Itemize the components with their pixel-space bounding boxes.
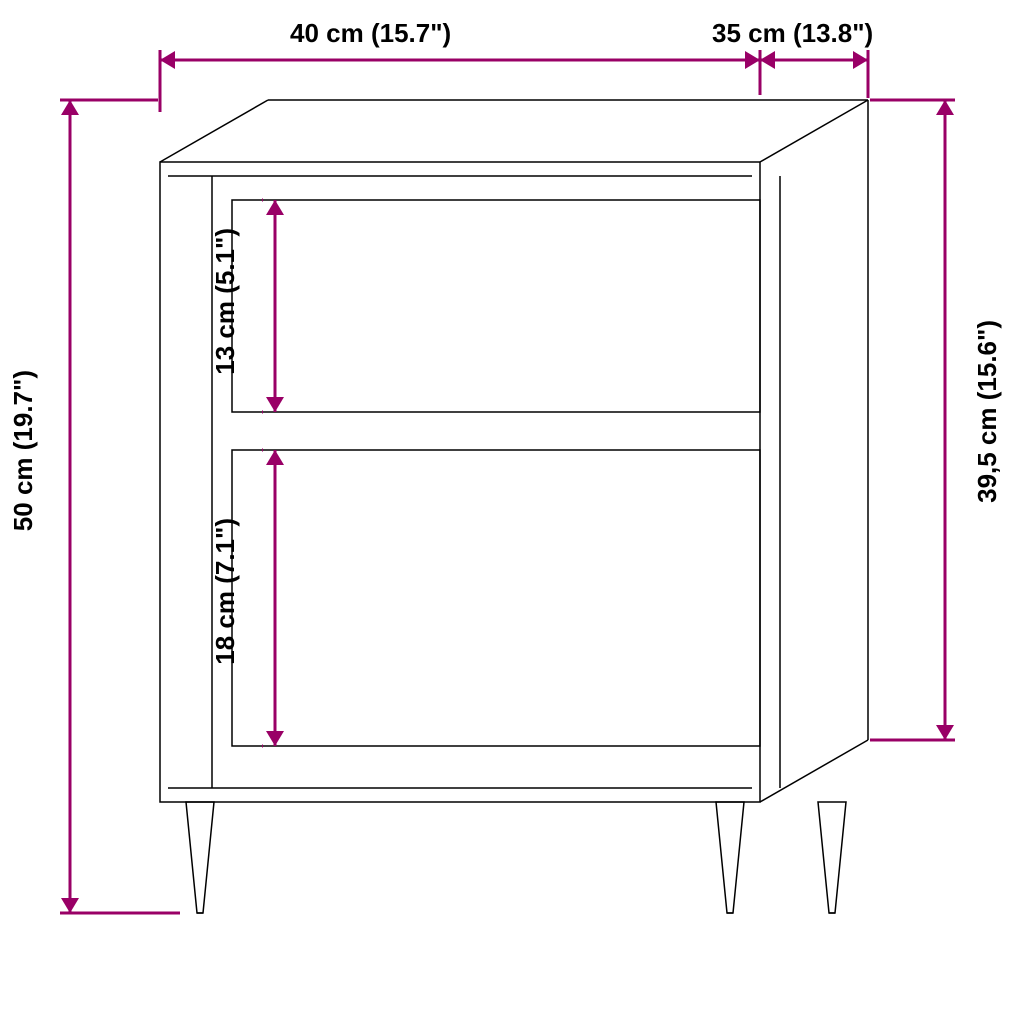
dim-bottom-drawer-label: 18 cm (7.1") <box>210 518 241 665</box>
dim-top-drawer-label: 13 cm (5.1") <box>210 228 241 375</box>
dim-depth-label: 35 cm (13.8") <box>712 18 873 49</box>
dim-height-label: 50 cm (19.7") <box>8 370 39 531</box>
dim-body-height-label: 39,5 cm (15.6") <box>972 320 1003 503</box>
diagram-canvas <box>0 0 1024 1024</box>
dim-width-label: 40 cm (15.7") <box>290 18 451 49</box>
